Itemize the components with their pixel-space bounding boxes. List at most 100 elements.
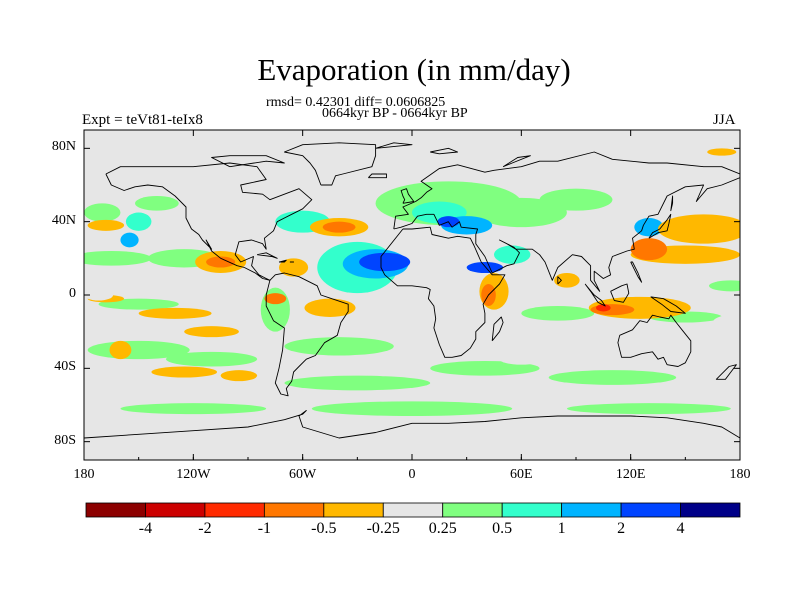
anomaly-region — [585, 335, 677, 347]
coastline — [670, 195, 674, 212]
colorbar-swatch — [561, 502, 622, 518]
coastline — [430, 147, 459, 155]
anomaly-region — [707, 148, 737, 156]
season-label: JJA — [713, 112, 736, 128]
coastline — [278, 259, 287, 263]
colorbar-label: -0.25 — [366, 520, 400, 537]
coastline — [257, 252, 278, 259]
x-tick-label: 180 — [729, 467, 751, 482]
y-tick-label: 80S — [54, 432, 76, 448]
colorbar-label: 2 — [617, 520, 626, 537]
anomaly-region — [87, 219, 125, 231]
colorbar-swatch — [145, 502, 206, 518]
anomaly-region — [278, 258, 309, 277]
anomaly-region — [566, 403, 731, 415]
anomaly-region — [709, 280, 740, 292]
colorbar-label: 0.25 — [428, 520, 457, 537]
colorbar-swatch — [263, 502, 325, 518]
anomaly-region — [359, 252, 411, 272]
x-tick-label: 120E — [615, 467, 646, 482]
anomaly-region — [466, 262, 504, 273]
colorbar-swatch — [323, 502, 384, 518]
coastline — [650, 296, 686, 314]
anomaly-region — [475, 197, 567, 228]
coastline — [610, 283, 630, 303]
anomaly-region — [634, 218, 664, 237]
stats-subtitle: rmsd= 0.42301 diff= 0.0606825 — [266, 95, 446, 110]
coastline — [715, 364, 737, 380]
colorbar-label: 0.5 — [492, 520, 513, 537]
anomaly-region — [548, 370, 677, 385]
anomaly-region — [84, 289, 114, 301]
anomaly-region — [430, 361, 540, 376]
anomaly-region — [658, 214, 740, 244]
coastline — [557, 276, 562, 285]
coastlines — [84, 142, 740, 439]
anomaly-region — [98, 298, 179, 310]
coastline — [630, 261, 643, 283]
anomaly-region — [135, 196, 179, 211]
anomaly-region — [206, 256, 236, 268]
coastline — [400, 188, 415, 204]
colorbar-label: -4 — [138, 520, 153, 537]
colorbar-label: -0.5 — [311, 520, 337, 537]
coastline — [105, 162, 313, 281]
coastline — [84, 410, 740, 439]
colorbar-swatch — [85, 502, 146, 518]
anomaly-region — [596, 304, 611, 312]
anomaly-region — [264, 293, 287, 305]
colorbar-label: 4 — [676, 520, 685, 537]
colorbar-swatch — [501, 502, 563, 518]
anomaly-region — [311, 401, 513, 416]
y-tick-label: 40S — [54, 359, 76, 375]
x-tick-label: 0 — [408, 467, 416, 482]
coastline — [283, 142, 377, 186]
anomaly-region — [630, 238, 668, 261]
anomaly-region — [184, 326, 239, 338]
x-tick-label: 60E — [510, 467, 533, 482]
anomaly-region — [539, 188, 613, 211]
colorbar-label: 1 — [557, 520, 566, 537]
colorbar — [85, 502, 741, 518]
coastline — [502, 155, 531, 168]
period-subtitle: 0664kyr BP - 0664kyr BP — [322, 106, 468, 121]
anomaly-region — [120, 232, 139, 248]
coastline — [265, 272, 349, 397]
x-tick-label: 60W — [289, 467, 317, 482]
anomaly-region — [84, 203, 121, 222]
colorbar-swatch — [680, 502, 741, 518]
y-tick-label: 80N — [51, 139, 76, 155]
anomaly-region — [151, 366, 218, 378]
map-title: Evaporation (in mm/day) — [257, 52, 571, 87]
colorbar-swatch — [382, 502, 444, 518]
anomaly-region — [304, 298, 356, 318]
anomaly-region — [166, 351, 258, 367]
coastline — [367, 173, 387, 179]
coastline — [491, 316, 504, 342]
y-tick-label: 40N — [51, 212, 76, 228]
anomaly-region — [138, 307, 212, 319]
anomaly-region — [109, 340, 132, 360]
colorbar-swatch — [442, 502, 503, 518]
colorbar-label: -1 — [257, 520, 272, 537]
coastline — [211, 155, 285, 168]
anomaly-region — [554, 273, 580, 288]
anomaly-region — [125, 212, 152, 231]
colorbar-swatch — [204, 502, 265, 518]
colorbar-label: -2 — [198, 520, 212, 537]
anomaly-region — [84, 251, 152, 266]
difference-field — [84, 148, 740, 416]
coastline — [617, 314, 692, 367]
coastline — [380, 226, 506, 358]
x-tick-label: 180 — [73, 467, 95, 482]
anomaly-region — [220, 370, 258, 382]
anomaly-region — [521, 306, 595, 321]
anomaly-region — [284, 375, 431, 391]
anomaly-region — [120, 403, 267, 415]
coastline — [584, 283, 606, 307]
experiment-label: Expt = teVt81-teIx8 — [82, 112, 203, 128]
colorbar-swatch — [620, 502, 681, 518]
x-tick-label: 120W — [176, 467, 211, 482]
axis-ticks — [83, 130, 741, 460]
